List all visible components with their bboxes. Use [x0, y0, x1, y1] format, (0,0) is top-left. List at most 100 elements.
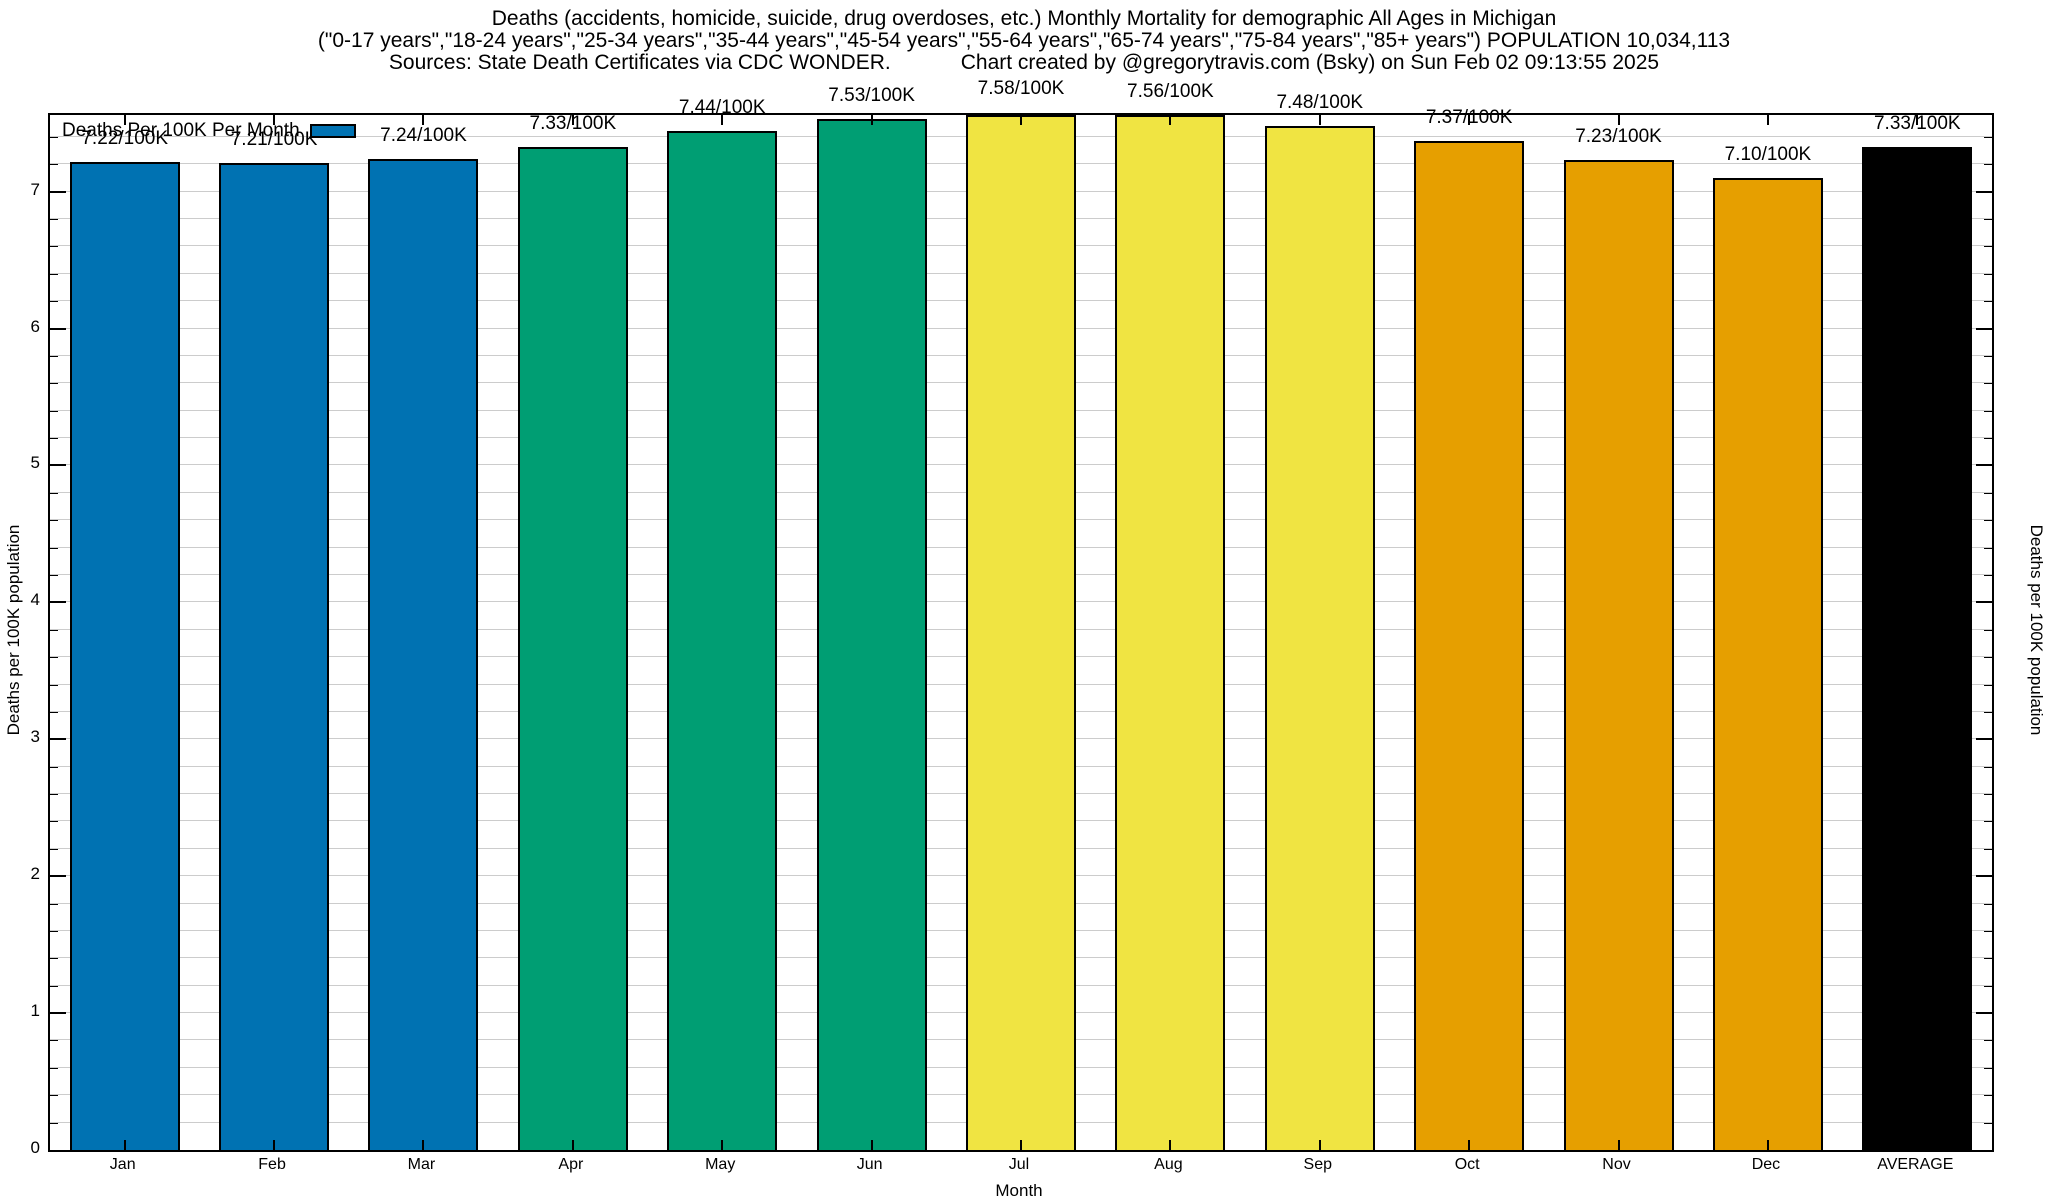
bar-jun [816, 119, 927, 1150]
x-category-tick [1468, 115, 1471, 125]
y-major-tick [50, 327, 66, 330]
legend-swatch [309, 124, 356, 138]
y-major-tick [50, 190, 66, 193]
y-major-tick [50, 601, 66, 604]
y-minor-tick [50, 1122, 58, 1124]
y-minor-tick [1984, 794, 1992, 796]
x-category-tick [571, 115, 574, 125]
x-category-tick [1169, 1140, 1172, 1150]
y-minor-tick [1984, 383, 1992, 385]
x-tick-label-jun: Jun [856, 1156, 883, 1173]
y-minor-tick [50, 410, 58, 412]
y-minor-tick [50, 684, 58, 686]
x-category-tick [273, 1140, 276, 1150]
bar-value-label: 7.48/100K [1276, 91, 1364, 113]
x-category-tick [273, 115, 276, 125]
y-major-tick [1976, 1012, 1992, 1015]
y-minor-tick [50, 219, 58, 221]
y-minor-tick [50, 930, 58, 932]
bar-value-label: 7.22/100K [81, 127, 169, 149]
y-major-tick [50, 464, 66, 467]
y-major-tick [1976, 601, 1992, 604]
y-minor-tick [50, 575, 58, 576]
bar-nov [1563, 160, 1674, 1150]
chart-title-line2: ("0-17 years","18-24 years","25-34 years… [317, 29, 1731, 52]
x-category-tick [870, 1140, 873, 1150]
bar-value-label: 7.21/100K [230, 128, 318, 150]
x-category-tick [1916, 1140, 1919, 1150]
y-minor-tick [1984, 301, 1992, 303]
x-axis-title: Month [995, 1181, 1043, 1200]
x-tick-label-nov: Nov [1602, 1156, 1631, 1173]
y-major-tick [50, 875, 66, 878]
y-minor-tick [50, 848, 58, 850]
y-minor-tick [1984, 629, 1992, 631]
bar-sep [1264, 125, 1375, 1150]
x-category-tick [123, 115, 126, 125]
y-minor-tick [50, 985, 58, 987]
x-tick-label-jul: Jul [1008, 1156, 1030, 1173]
y-minor-tick [1984, 657, 1992, 659]
x-category-tick [1766, 115, 1769, 125]
y-minor-tick [50, 657, 58, 659]
y-tick-label: 6 [30, 316, 40, 336]
legend: Deaths Per 100K Per Month [62, 120, 356, 142]
x-tick-label-aug: Aug [1154, 1156, 1183, 1173]
y-tick-label: 5 [30, 453, 40, 473]
y-minor-tick [1984, 1095, 1992, 1097]
y-minor-tick [1984, 164, 1992, 166]
y-minor-tick [50, 246, 58, 248]
y-major-tick [1976, 190, 1992, 193]
y-minor-tick [1984, 246, 1992, 248]
bar-value-label: 7.10/100K [1724, 143, 1812, 165]
y-tick-label: 1 [30, 1001, 40, 1021]
x-category-tick [1468, 1140, 1471, 1150]
x-category-tick [1020, 115, 1022, 125]
y-minor-tick [50, 1095, 58, 1097]
y-minor-tick [50, 629, 58, 631]
y-major-tick [50, 1012, 66, 1015]
bar-value-label: 7.53/100K [828, 85, 915, 107]
y-minor-tick [1984, 438, 1992, 440]
y-minor-tick [50, 547, 58, 549]
y-minor-tick [1984, 520, 1992, 522]
x-category-tick [123, 1140, 126, 1150]
y-minor-tick [50, 520, 58, 522]
y-major-tick [1976, 327, 1992, 330]
plot-area: 7.22/100K7.21/100K7.24/100K7.33/100K7.44… [48, 78, 1994, 1152]
bar-value-label: 7.23/100K [1575, 126, 1662, 148]
y-minor-tick [1984, 410, 1992, 412]
x-category-tick [721, 115, 724, 125]
x-category-tick [1766, 1140, 1769, 1150]
y-minor-tick [50, 273, 58, 275]
bar-oct [1414, 141, 1525, 1150]
y-minor-tick [1984, 547, 1992, 549]
y-minor-tick [1984, 958, 1992, 960]
y-minor-tick [50, 164, 58, 166]
y-axis-title-right: Deaths per 100K population [2027, 524, 2046, 736]
x-category-tick [1916, 115, 1919, 125]
y-minor-tick [1984, 930, 1992, 932]
x-tick-label-may: May [705, 1156, 736, 1173]
y-tick-label: 0 [30, 1138, 40, 1157]
x-tick-label-jan: Jan [109, 1156, 136, 1173]
y-minor-tick [50, 821, 58, 823]
x-tick-label-sep: Sep [1303, 1156, 1332, 1173]
y-tick-label: 2 [30, 864, 40, 884]
chart-sources-note: Sources: State Death Certificates via CD… [388, 51, 891, 74]
y-minor-tick [1984, 1122, 1992, 1124]
x-category-tick [1169, 115, 1172, 125]
x-category-tick [1617, 1140, 1620, 1150]
y-minor-tick [1984, 684, 1992, 686]
x-category-tick [571, 1140, 574, 1150]
y-major-tick [1976, 738, 1992, 741]
chart-title-line3: Sources: State Death Certificates via CD… [0, 52, 2048, 74]
bar-value-label: 7.44/100K [678, 97, 766, 119]
x-category-tick [721, 1140, 724, 1150]
y-minor-tick [1984, 1040, 1992, 1042]
y-tick-label: 7 [30, 179, 40, 199]
bar-mar [368, 158, 479, 1150]
y-minor-tick [50, 711, 58, 713]
y-minor-tick [1984, 136, 1992, 138]
y-tick-label: 3 [30, 727, 40, 747]
